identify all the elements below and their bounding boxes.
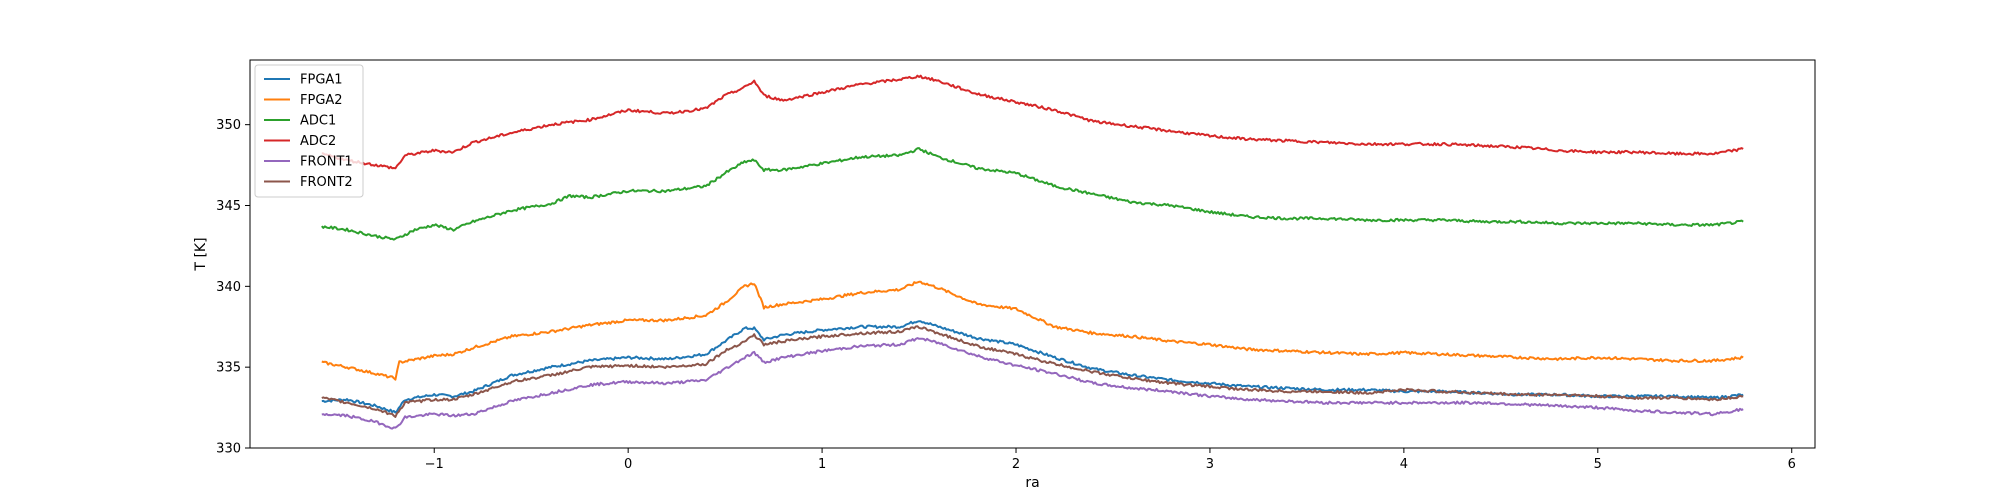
series-line-adc1	[321, 147, 1744, 241]
series-line-adc2	[321, 74, 1744, 170]
y-tick-label: 335	[216, 361, 241, 376]
x-tick-label: 1	[818, 457, 826, 472]
legend-label: FRONT1	[300, 155, 353, 170]
x-tick-label: 0	[624, 457, 632, 472]
x-axis: −1 0 1 2 3 4 5 6	[425, 448, 1796, 472]
plot-area-frame	[249, 59, 1816, 449]
series-line-fpga2	[321, 280, 1744, 381]
y-axis: 330 335 340 345 350	[216, 118, 250, 457]
y-tick-label: 345	[216, 199, 241, 214]
x-tick-label: 3	[1206, 457, 1214, 472]
x-tick-label: 2	[1012, 457, 1020, 472]
series-line-front1	[321, 337, 1744, 430]
series-layer	[321, 74, 1744, 430]
x-axis-label: ra	[1025, 475, 1039, 491]
x-tick-label: −1	[425, 457, 444, 472]
y-axis-label: T [K]	[193, 237, 209, 271]
x-tick-label: 4	[1400, 457, 1408, 472]
legend-label: ADC1	[300, 114, 336, 129]
y-tick-label: 340	[216, 280, 241, 295]
legend-box	[254, 64, 364, 198]
series-line-front2	[321, 325, 1744, 418]
legend-label: FPGA2	[300, 93, 343, 108]
x-tick-label: 6	[1788, 457, 1796, 472]
legend-label: ADC2	[300, 134, 336, 149]
legend-label: FRONT2	[300, 175, 353, 190]
y-tick-label: 330	[216, 442, 241, 457]
legend-label: FPGA1	[300, 73, 343, 88]
x-tick-label: 5	[1594, 457, 1602, 472]
legend: FPGA1 FPGA2 ADC1 ADC2 FRONT1 FRONT2	[254, 64, 364, 198]
y-tick-label: 350	[216, 118, 241, 133]
